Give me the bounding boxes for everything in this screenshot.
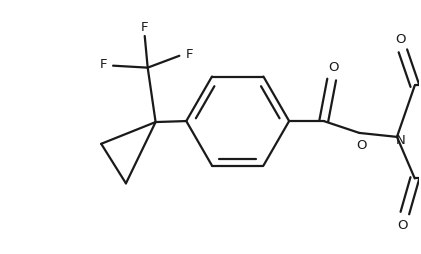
Text: F: F [141,21,149,34]
Text: O: O [396,33,406,46]
Text: F: F [99,58,107,71]
Text: N: N [396,134,406,147]
Text: O: O [397,218,408,231]
Text: F: F [186,48,193,61]
Text: O: O [328,61,339,74]
Text: O: O [356,139,367,152]
